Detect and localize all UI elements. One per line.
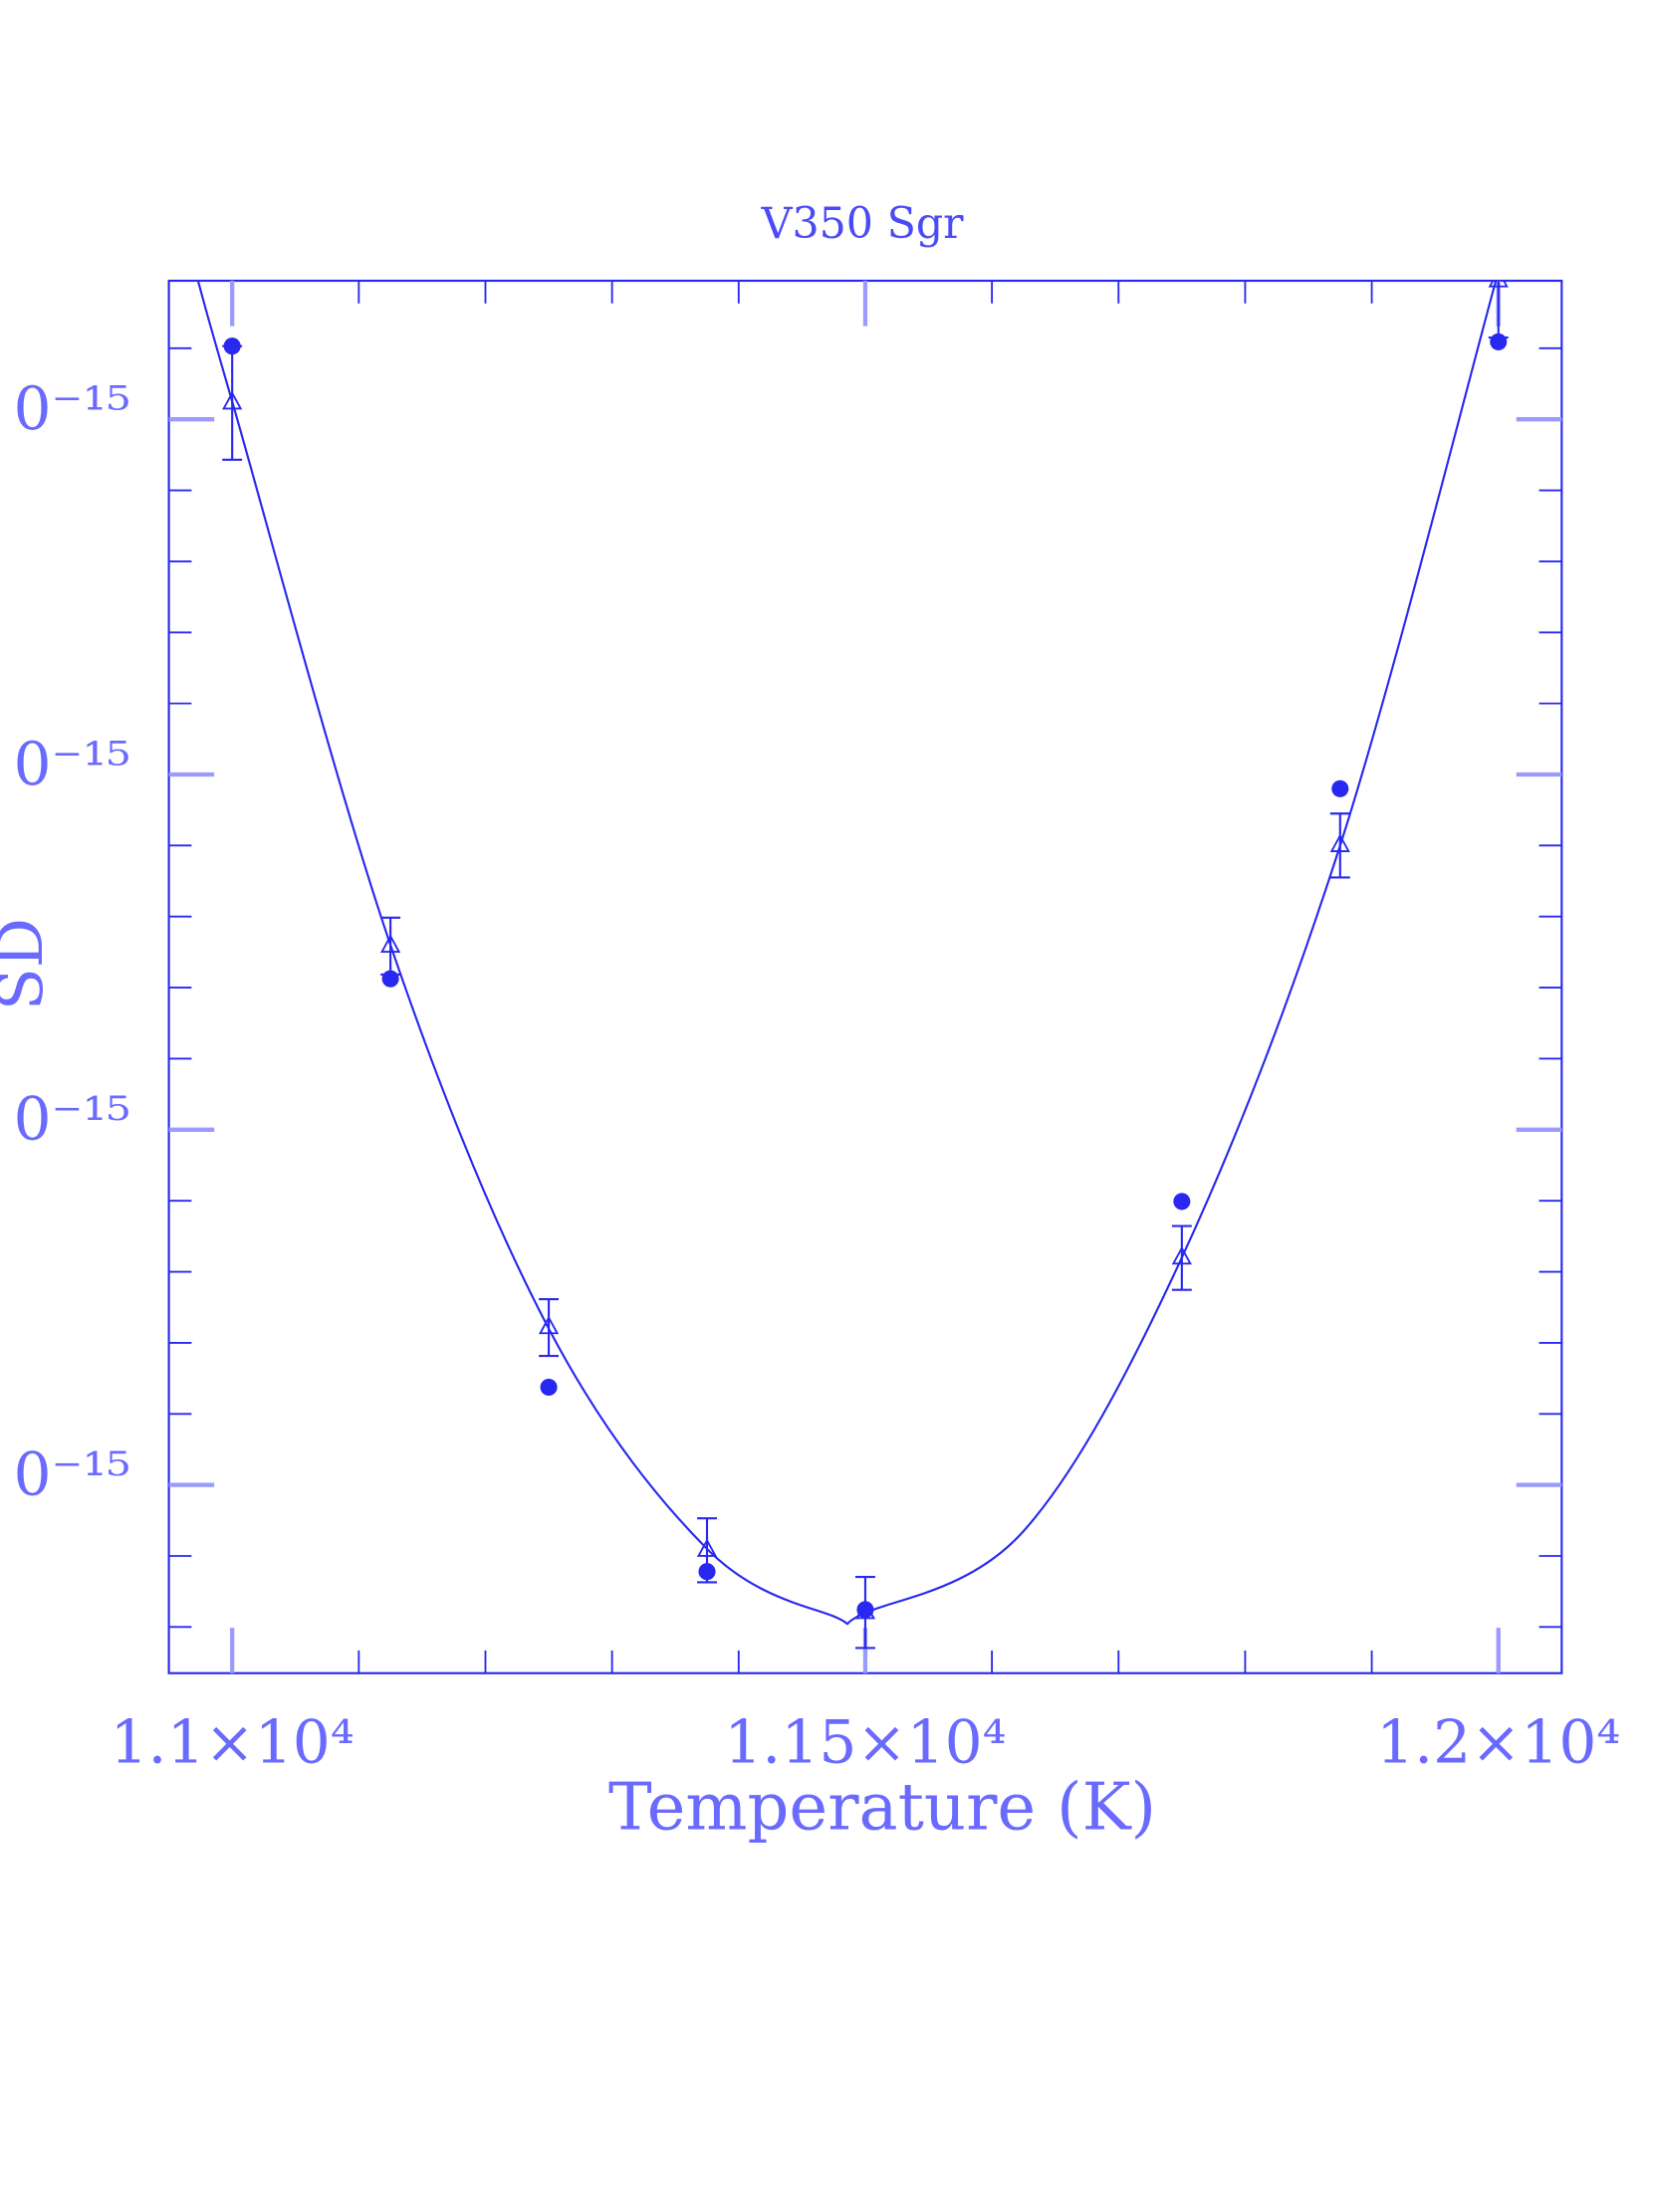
y-tick-label: 0⁻¹⁵ <box>14 374 131 444</box>
data-point <box>1331 779 1349 797</box>
data-point <box>1173 1193 1191 1211</box>
x-tick-label: 1.2×10⁴ <box>1376 1707 1620 1777</box>
model-point <box>1329 833 1350 852</box>
x-tick-label: 1.1×10⁴ <box>111 1707 354 1777</box>
y-tick-label: 0⁻¹⁵ <box>14 730 131 799</box>
chart-title: V350 Sgr <box>761 199 965 249</box>
y-tick-label: 0⁻¹⁵ <box>14 1439 131 1509</box>
model-point <box>380 934 401 953</box>
plot-frame <box>167 279 1563 1674</box>
x-tick-label: 1.15×10⁴ <box>724 1707 1006 1777</box>
model-point <box>538 1315 560 1335</box>
y-axis-title: SD <box>0 918 57 1010</box>
model-point <box>222 390 243 410</box>
model-point <box>1171 1245 1192 1265</box>
data-point <box>540 1378 558 1397</box>
y-tick-label: 0⁻¹⁵ <box>14 1085 131 1155</box>
model-point <box>1488 281 1509 288</box>
plot-area <box>196 281 1509 1650</box>
error-bar <box>1488 281 1509 339</box>
fit-curve <box>196 281 1498 1626</box>
x-axis-title: Temperature (K) <box>608 1769 1156 1845</box>
model-point <box>696 1538 718 1557</box>
